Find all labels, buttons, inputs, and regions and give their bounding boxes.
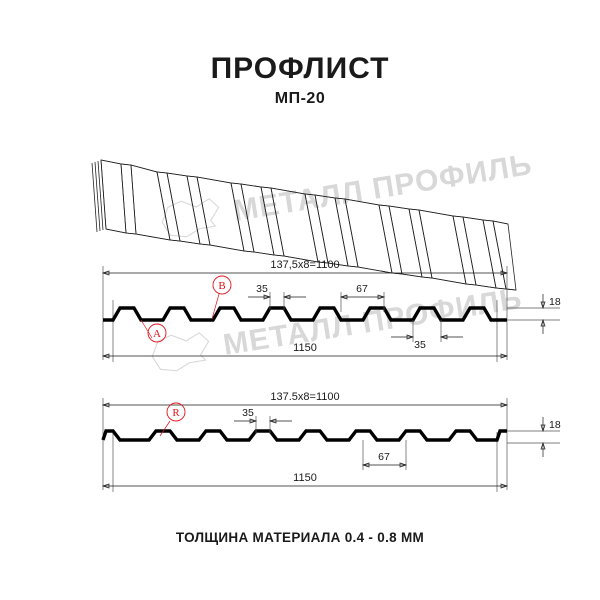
- section1-profile-outline: [103, 306, 507, 322]
- page-title: ПРОФЛИСТ: [210, 52, 390, 85]
- section1-dim-overall-top: 137,5x8=1100: [101, 259, 509, 276]
- callout-r[interactable]: R: [159, 402, 186, 437]
- section2-dim-rib-top: 35: [234, 407, 292, 434]
- section1-extension-lines: [102, 266, 508, 362]
- watermark-upper: МЕТАЛЛ ПРОФИЛЬ: [161, 148, 535, 238]
- section2-dim-height: 18: [507, 417, 561, 457]
- callout-b-label: B: [218, 280, 225, 292]
- watermark-lower: МЕТАЛЛ ПРОФИЛЬ: [151, 282, 525, 372]
- section1-pitch-label: 67: [356, 283, 368, 295]
- section1-dim-rib-base: 35: [391, 320, 463, 351]
- cross-section-front: 137,5x8=1100 35 67: [101, 259, 561, 362]
- section2-profile-outline: [101, 429, 507, 442]
- callout-b[interactable]: B: [211, 275, 232, 320]
- callout-a-label: A: [153, 328, 161, 340]
- section2-extension-lines: [102, 398, 508, 492]
- section1-dim-height: 18: [507, 294, 561, 334]
- section1-overall-top-label: 137,5x8=1100: [270, 259, 339, 271]
- section1-dim-overall-bottom: 1150: [101, 342, 509, 359]
- material-thickness-note: ТОЛЩИНА МАТЕРИАЛА 0.4 - 0.8 ММ: [175, 530, 425, 545]
- section1-dim-rib-top: 35: [248, 283, 306, 310]
- section2-dim-overall-bottom: 1150: [101, 472, 509, 489]
- section2-pitch-label: 67: [378, 451, 390, 463]
- section2-height-label: 18: [549, 419, 561, 431]
- watermark-logo-icon: [161, 198, 220, 238]
- section2-dim-pitch: 67: [361, 440, 408, 470]
- watermark-logo-icon-2: [151, 332, 210, 372]
- section1-dim-pitch: 67: [339, 283, 386, 312]
- cross-section-back: 137.5x8=1100 35 67: [101, 391, 561, 492]
- section2-dim-overall-top: 137.5x8=1100: [101, 391, 509, 408]
- page-subtitle: МП-20: [274, 90, 326, 107]
- iso-bottom-envelope: [105, 228, 517, 291]
- iso-top-envelope: [100, 159, 509, 225]
- callout-r-label: R: [172, 407, 180, 419]
- section2-overall-top-label: 137.5x8=1100: [270, 391, 339, 403]
- section2-rib-top-label: 35: [242, 407, 254, 419]
- section1-height-label: 18: [549, 296, 561, 308]
- callout-a[interactable]: A: [140, 319, 167, 343]
- section1-overall-bottom-label: 1150: [293, 342, 317, 354]
- section2-overall-bottom-label: 1150: [293, 472, 317, 484]
- section1-rib-base-label: 35: [414, 339, 426, 351]
- section1-rib-top-label: 35: [256, 283, 268, 295]
